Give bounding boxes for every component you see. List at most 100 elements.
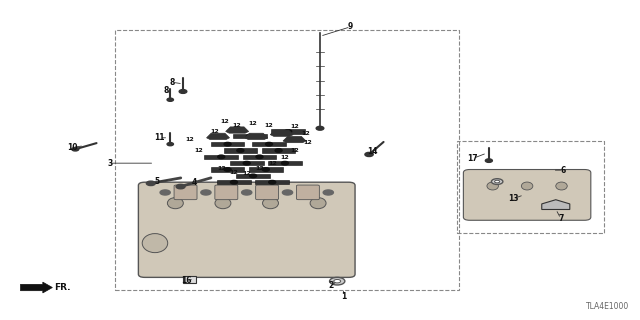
Circle shape: [201, 190, 211, 195]
Circle shape: [330, 277, 345, 285]
Ellipse shape: [310, 197, 326, 209]
Text: 2: 2: [329, 281, 334, 290]
Circle shape: [485, 159, 492, 162]
Text: TLA4E1000: TLA4E1000: [586, 302, 629, 311]
Circle shape: [230, 180, 237, 184]
Text: 12: 12: [268, 161, 276, 166]
Circle shape: [262, 168, 269, 171]
Polygon shape: [233, 134, 267, 138]
Text: 10: 10: [67, 143, 78, 152]
Circle shape: [160, 190, 170, 195]
FancyBboxPatch shape: [138, 182, 355, 277]
Ellipse shape: [168, 197, 183, 209]
Text: 12: 12: [290, 148, 299, 153]
Text: 12: 12: [195, 148, 204, 153]
Circle shape: [282, 190, 292, 195]
Text: 12: 12: [185, 137, 194, 142]
Ellipse shape: [522, 182, 533, 190]
Circle shape: [269, 180, 276, 184]
Circle shape: [242, 190, 252, 195]
Circle shape: [218, 155, 225, 159]
Text: 12: 12: [265, 123, 273, 128]
Text: 4: 4: [191, 178, 196, 187]
Ellipse shape: [142, 234, 168, 252]
Text: 12: 12: [230, 170, 238, 175]
Polygon shape: [20, 282, 52, 293]
Polygon shape: [262, 148, 296, 153]
Ellipse shape: [215, 197, 231, 209]
Text: 12: 12: [233, 123, 241, 128]
Text: 12: 12: [303, 140, 312, 145]
Text: 12: 12: [280, 155, 289, 160]
Circle shape: [246, 134, 253, 138]
Text: 8: 8: [163, 86, 168, 95]
Ellipse shape: [487, 182, 499, 190]
Circle shape: [250, 174, 257, 178]
Ellipse shape: [262, 197, 278, 209]
Text: 3: 3: [107, 159, 113, 168]
Text: 6: 6: [561, 166, 566, 175]
Circle shape: [237, 149, 244, 152]
Polygon shape: [283, 136, 306, 143]
Circle shape: [167, 142, 173, 146]
Circle shape: [72, 148, 79, 151]
Text: 12: 12: [217, 166, 226, 171]
Bar: [183, 276, 196, 283]
Polygon shape: [541, 200, 570, 210]
Text: 14: 14: [367, 147, 378, 156]
Text: 17: 17: [468, 154, 478, 163]
Circle shape: [285, 130, 292, 133]
Circle shape: [282, 161, 289, 165]
Polygon shape: [217, 180, 251, 184]
Polygon shape: [223, 148, 257, 153]
Circle shape: [256, 155, 263, 159]
Polygon shape: [226, 127, 248, 133]
Text: 16: 16: [182, 276, 192, 285]
Circle shape: [323, 190, 333, 195]
Circle shape: [176, 184, 185, 189]
Text: 9: 9: [348, 22, 353, 31]
Text: 12: 12: [243, 171, 251, 176]
FancyBboxPatch shape: [296, 185, 319, 200]
Polygon shape: [204, 155, 238, 159]
Polygon shape: [245, 133, 268, 140]
FancyBboxPatch shape: [255, 185, 278, 200]
Circle shape: [266, 142, 273, 146]
Polygon shape: [249, 167, 283, 172]
Circle shape: [243, 161, 250, 165]
Polygon shape: [211, 167, 244, 172]
Text: FR.: FR.: [54, 283, 71, 292]
Polygon shape: [270, 130, 293, 136]
Circle shape: [224, 142, 231, 146]
Circle shape: [495, 180, 500, 183]
Text: 12: 12: [220, 119, 228, 124]
Circle shape: [167, 98, 173, 101]
Text: 12: 12: [290, 124, 299, 129]
Text: 8: 8: [170, 78, 175, 87]
FancyBboxPatch shape: [174, 185, 197, 200]
Polygon shape: [252, 142, 286, 146]
FancyBboxPatch shape: [215, 185, 238, 200]
Circle shape: [492, 179, 503, 184]
Text: 13: 13: [508, 194, 518, 203]
Circle shape: [224, 168, 231, 171]
Text: 7: 7: [558, 214, 564, 223]
Text: 12: 12: [249, 121, 257, 126]
Ellipse shape: [556, 182, 567, 190]
Polygon shape: [207, 133, 230, 140]
Text: 12: 12: [301, 132, 310, 137]
Circle shape: [147, 181, 156, 186]
Text: 12: 12: [255, 166, 264, 172]
Text: 12: 12: [211, 129, 220, 134]
Circle shape: [334, 279, 340, 283]
Text: 1: 1: [341, 292, 346, 301]
Polygon shape: [271, 129, 305, 133]
Text: 11: 11: [154, 133, 164, 142]
Polygon shape: [243, 155, 276, 159]
Circle shape: [316, 126, 324, 130]
Circle shape: [275, 149, 282, 152]
Circle shape: [179, 90, 187, 93]
Text: 5: 5: [155, 177, 160, 186]
Polygon shape: [255, 180, 289, 184]
Polygon shape: [230, 161, 264, 165]
